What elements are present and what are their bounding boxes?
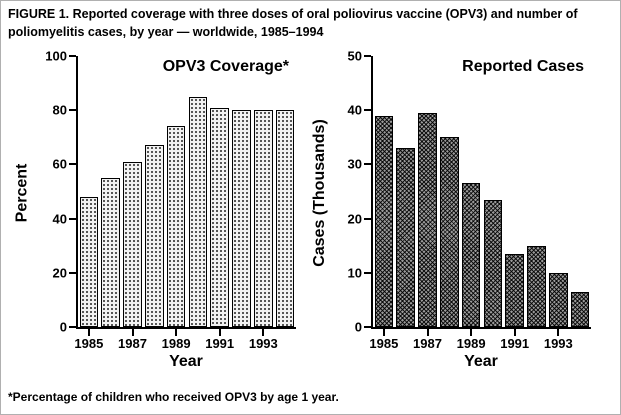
y-tick-label: 20	[347, 211, 362, 227]
plot-area-cases: Reported Cases 0 10 20 30 40 50 1985 1987 1989 19…	[348, 49, 591, 351]
bar-1986	[396, 148, 416, 327]
x-axis-title-coverage: Year	[169, 353, 203, 370]
y-tick-label: 30	[347, 156, 362, 172]
x-tick-mark	[218, 329, 221, 336]
y-tick-mark	[69, 55, 76, 57]
bar-1994	[570, 291, 590, 327]
bar-1991	[505, 253, 525, 327]
figure-title: FIGURE 1. Reported coverage with three d…	[8, 7, 578, 39]
x-tick-label: 1985	[74, 336, 104, 351]
y-tick-mark	[69, 109, 76, 112]
chart-title-cases: Reported Cases	[462, 58, 584, 75]
y-tick-label: 100	[45, 48, 67, 64]
y-tick-mark	[364, 326, 371, 328]
y-tick-mark	[364, 163, 371, 166]
bar-1993	[548, 272, 568, 327]
bar-1993	[253, 110, 273, 327]
bar-1985	[374, 115, 394, 327]
y-axis-title-coverage-text: Percent	[13, 163, 31, 222]
y-tick-label: 40	[347, 102, 362, 118]
bar-1990	[188, 96, 208, 327]
x-tick-label: 1991	[500, 336, 530, 351]
y-tick-label: 80	[52, 102, 67, 118]
y-tick-label: 10	[347, 265, 362, 281]
bar-1990	[483, 199, 503, 327]
x-tick-mark	[470, 329, 473, 336]
y-axis-title-cases: Cases (Thousands)	[309, 56, 331, 329]
y-tick-label: 0	[59, 319, 67, 335]
bar-1992	[527, 245, 546, 327]
x-tick-mark	[557, 329, 560, 336]
bar-1985	[79, 196, 99, 327]
bar-1992	[232, 110, 251, 327]
x-tick-mark	[513, 329, 516, 336]
plot-area-coverage: OPV3 Coverage* 0 20 40 60 80 100 1985 1987 1989 1…	[45, 49, 296, 351]
bar-1988	[439, 137, 459, 327]
bar-1986	[101, 177, 121, 327]
x-tick-label: 1987	[413, 336, 442, 351]
y-tick-mark	[69, 326, 76, 328]
y-tick-mark	[69, 271, 76, 274]
y-axis-title-coverage: Percent	[11, 56, 33, 329]
x-tick-label: 1991	[205, 336, 235, 351]
x-tick-mark	[87, 329, 90, 336]
x-tick-mark	[131, 329, 134, 336]
bar-1991	[210, 107, 230, 327]
x-tick-mark	[262, 329, 265, 336]
x-axis-title-cases: Year	[464, 353, 498, 370]
y-tick-mark	[364, 109, 371, 112]
y-tick-mark	[364, 217, 371, 220]
figure-footnote: *Percentage of children who received OPV…	[8, 390, 339, 404]
y-tick-label: 20	[52, 265, 67, 281]
x-tick-label: 1993	[543, 336, 573, 351]
chart-title-coverage: OPV3 Coverage*	[162, 58, 289, 75]
bar-1988	[144, 145, 164, 327]
y-tick-mark	[69, 217, 76, 220]
x-tick-mark	[426, 329, 429, 336]
x-tick-mark	[175, 329, 178, 336]
x-tick-mark	[382, 329, 385, 336]
bar-1994	[275, 110, 295, 327]
x-tick-label: 1985	[369, 336, 399, 351]
y-axis-title-cases-text: Cases (Thousands)	[311, 118, 328, 267]
bar-1989	[166, 126, 186, 327]
y-tick-label: 0	[354, 319, 362, 335]
x-tick-label: 1989	[456, 336, 486, 351]
bar-1989	[461, 183, 481, 327]
y-tick-label: 50	[347, 48, 362, 64]
bar-1987	[418, 112, 437, 327]
x-tick-label: 1987	[118, 336, 147, 351]
y-tick-mark	[364, 271, 371, 274]
x-tick-label: 1989	[161, 336, 191, 351]
y-tick-label: 40	[52, 211, 67, 227]
bar-1987	[123, 161, 142, 327]
y-tick-label: 60	[52, 156, 67, 172]
y-tick-mark	[364, 55, 371, 57]
x-tick-label: 1993	[248, 336, 278, 351]
y-tick-mark	[69, 163, 76, 166]
